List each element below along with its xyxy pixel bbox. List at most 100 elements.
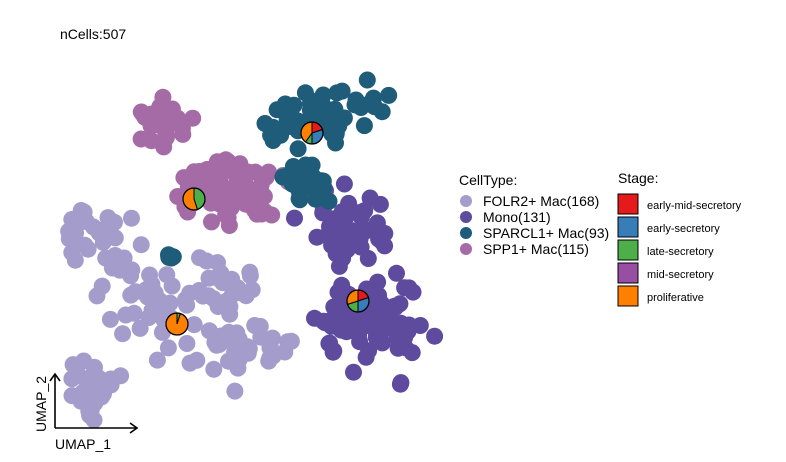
cell-point-folr2-mac-168: [185, 316, 203, 334]
stage-pie-charts: [165, 121, 370, 336]
ncells-label: nCells:507: [60, 26, 126, 42]
legend-swatch-mono: [460, 211, 472, 223]
legend-swatch-folr2: [460, 195, 472, 207]
pie-outline: [346, 289, 370, 313]
cell-point-spp1-mac-115: [231, 178, 249, 196]
cell-point-mono-131: [391, 375, 409, 393]
cell-point-sparcl1-mac-93: [162, 249, 180, 267]
cell-point-sparcl1-mac-93: [289, 140, 307, 158]
cell-point-mono-131: [396, 339, 414, 357]
legend-swatch-mid-secretory: [617, 262, 639, 284]
cell-point-folr2-mac-168: [112, 367, 130, 385]
cell-point-sparcl1-mac-93: [280, 166, 298, 183]
legend-label-spp1: SPP1+ Mac(115): [483, 241, 589, 257]
cell-point-folr2-mac-168: [140, 309, 158, 326]
cell-point-mono-131: [360, 342, 378, 360]
legend-label-early-mid-secretory: early-mid-secretory: [647, 200, 742, 212]
cell-point-folr2-mac-168: [88, 287, 106, 305]
stage-legend: Stage: early-mid-secretory early-secreto…: [617, 170, 742, 307]
y-axis-label: UMAP_2: [33, 376, 49, 432]
legend-swatch-spp1: [460, 243, 472, 255]
cell-point-folr2-mac-168: [241, 267, 259, 285]
cell-point-spp1-mac-115: [190, 163, 208, 180]
umap-axes: UMAP_1 UMAP_2: [33, 372, 139, 452]
cell-point-folr2-mac-168: [148, 351, 166, 369]
cell-point-folr2-mac-168: [177, 291, 194, 309]
cell-point-mono-131: [371, 195, 389, 213]
x-axis-arrowhead: [129, 422, 139, 434]
celltype-legend: CellType: FOLR2+ Mac(168) Mono(131) SPAR…: [459, 172, 609, 257]
cell-point-folr2-mac-168: [125, 304, 143, 322]
legend-swatch-sparcl1: [460, 227, 472, 239]
cell-point-spp1-mac-115: [156, 111, 174, 129]
cell-point-folr2-mac-168: [188, 351, 206, 369]
cell-point-mono-131: [331, 234, 349, 252]
cell-point-sparcl1-mac-93: [264, 132, 282, 149]
celltype-legend-title: CellType:: [459, 172, 517, 188]
cell-point-folr2-mac-168: [75, 203, 93, 221]
cell-point-mono-131: [324, 343, 342, 361]
cell-point-mono-131: [392, 314, 410, 332]
cell-point-folr2-mac-168: [158, 266, 176, 284]
cell-point-spp1-mac-115: [132, 130, 150, 148]
cell-point-folr2-mac-168: [209, 298, 227, 315]
stage-pie-folr2-mac-168: [165, 312, 189, 336]
cell-point-folr2-mac-168: [63, 244, 81, 261]
cell-point-mono-131: [388, 264, 405, 282]
cell-point-spp1-mac-115: [239, 163, 257, 181]
cell-point-sparcl1-mac-93: [256, 115, 274, 132]
cell-point-folr2-mac-168: [99, 209, 117, 227]
stage-pie-mono-131: [346, 289, 370, 313]
cell-point-sparcl1-mac-93: [305, 169, 323, 187]
cell-point-mono-131: [335, 175, 353, 193]
cell-point-sparcl1-mac-93: [358, 71, 376, 89]
cell-point-spp1-mac-115: [174, 125, 192, 143]
cell-points: [60, 71, 444, 429]
cell-point-spp1-mac-115: [260, 163, 278, 181]
cell-point-folr2-mac-168: [220, 323, 238, 341]
pie-outline: [165, 312, 189, 336]
cell-point-folr2-mac-168: [80, 395, 98, 413]
cell-point-folr2-mac-168: [85, 411, 103, 429]
cell-point-mono-131: [366, 290, 384, 308]
cell-point-sparcl1-mac-93: [380, 86, 398, 104]
cell-point-mono-131: [340, 194, 358, 212]
cell-point-folr2-mac-168: [83, 374, 101, 392]
cell-point-spp1-mac-115: [249, 203, 267, 220]
cell-point-folr2-mac-168: [95, 385, 112, 403]
cell-point-sparcl1-mac-93: [290, 182, 308, 200]
cell-point-folr2-mac-168: [101, 310, 119, 328]
cell-point-folr2-mac-168: [191, 249, 208, 267]
legend-swatch-early-secretory: [617, 216, 639, 238]
cell-point-folr2-mac-168: [139, 288, 156, 306]
legend-label-sparcl1: SPARCL1+ Mac(93): [483, 225, 609, 241]
cell-point-folr2-mac-168: [114, 325, 132, 343]
cell-point-mono-131: [325, 298, 343, 316]
legend-swatch-proliferative: [617, 285, 639, 307]
cell-point-sparcl1-mac-93: [320, 192, 338, 210]
cell-point-folr2-mac-168: [226, 343, 244, 361]
cell-point-sparcl1-mac-93: [312, 101, 330, 119]
cell-point-mono-131: [318, 227, 336, 245]
cell-point-spp1-mac-115: [134, 105, 152, 123]
pie-outline: [300, 121, 324, 145]
cell-point-spp1-mac-115: [169, 112, 187, 129]
cell-point-mono-131: [373, 232, 390, 250]
cell-point-mono-131: [352, 208, 370, 226]
cell-point-sparcl1-mac-93: [326, 100, 344, 118]
cell-point-folr2-mac-168: [63, 211, 81, 228]
cell-point-folr2-mac-168: [178, 335, 196, 352]
cell-point-sparcl1-mac-93: [327, 134, 344, 152]
cell-point-mono-131: [396, 279, 414, 297]
cell-point-sparcl1-mac-93: [328, 84, 346, 102]
cell-point-folr2-mac-168: [63, 387, 81, 405]
cell-point-folr2-mac-168: [132, 236, 150, 254]
cell-point-folr2-mac-168: [86, 358, 103, 376]
cell-point-mono-131: [411, 317, 429, 334]
cell-point-folr2-mac-168: [226, 382, 244, 400]
cell-point-spp1-mac-115: [203, 213, 220, 231]
legend-label-late-secretory: late-secretory: [647, 246, 714, 258]
cell-point-folr2-mac-168: [276, 343, 294, 361]
cell-point-folr2-mac-168: [67, 224, 85, 242]
